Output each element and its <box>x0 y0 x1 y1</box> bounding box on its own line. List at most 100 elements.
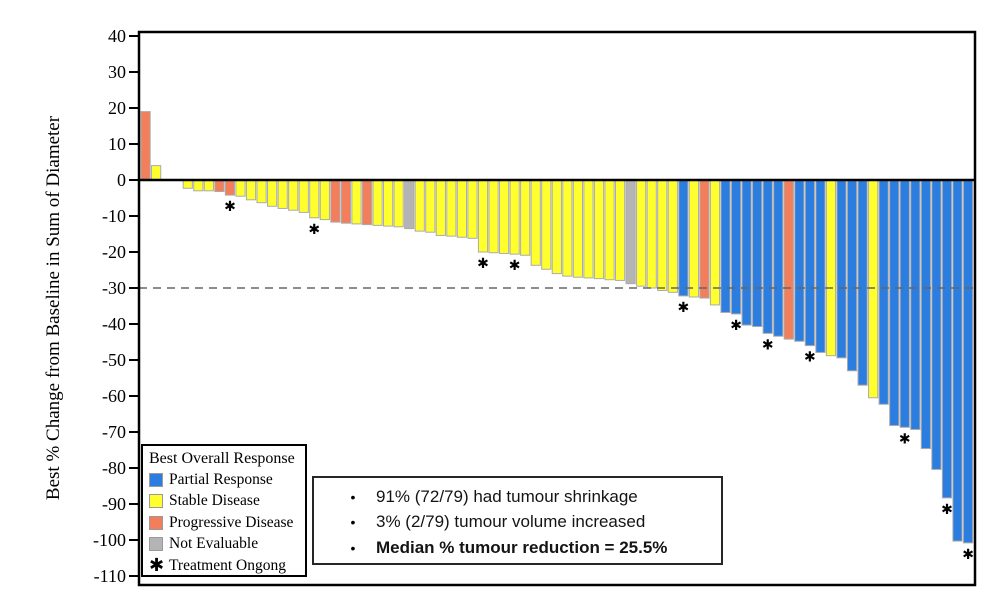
bar <box>741 179 752 326</box>
treatment-ongoing-marker: ✱ <box>730 318 742 334</box>
bar <box>488 179 499 254</box>
bar <box>414 179 425 232</box>
bar <box>752 179 763 328</box>
y-tick-label: -110 <box>94 566 126 586</box>
bar <box>340 179 352 224</box>
bar <box>499 179 510 254</box>
bar <box>868 179 879 399</box>
bar <box>941 179 953 499</box>
legend-item-partial-response: Partial Response <box>149 469 300 491</box>
treatment-ongoing-asterisk-icon: ✱ <box>149 554 165 576</box>
y-tick-label: -100 <box>93 530 126 550</box>
bar <box>530 179 541 266</box>
bar <box>678 179 689 297</box>
bar <box>277 179 288 209</box>
bar <box>688 179 699 298</box>
bar <box>762 179 773 334</box>
bar <box>899 179 910 428</box>
y-tick-label: -10 <box>102 206 126 226</box>
legend-item-stable-disease: Stable Disease <box>149 491 300 513</box>
bar <box>646 179 657 289</box>
bar <box>245 179 257 201</box>
treatment-ongoing-marker: ✱ <box>477 256 489 272</box>
bar <box>857 179 868 386</box>
annotation-text: 3% (2/79) tumour volume increased <box>376 512 646 532</box>
bullet-icon: • <box>350 488 356 505</box>
bar <box>636 179 647 287</box>
y-tick-label: 30 <box>108 62 126 82</box>
bar <box>572 179 584 278</box>
bar <box>477 179 489 253</box>
annotation-bullet-1: • 91% (72/79) had tumour shrinkage <box>314 484 721 510</box>
bullet-icon: • <box>350 539 356 556</box>
y-tick-label: 10 <box>108 134 126 154</box>
annotation-text: Median % tumour reduction = 25.5% <box>376 537 668 557</box>
treatment-ongoing-marker: ✱ <box>224 199 236 215</box>
annotation-text: 91% (72/79) had tumour shrinkage <box>376 486 638 506</box>
bar <box>509 179 520 255</box>
treatment-ongoing-marker: ✱ <box>962 547 974 563</box>
bar <box>804 179 815 347</box>
bar <box>151 165 162 181</box>
bar <box>351 179 362 225</box>
bar <box>182 179 193 189</box>
bar <box>720 179 731 313</box>
y-tick-label: -30 <box>102 278 126 298</box>
not-evaluable-swatch <box>149 537 163 552</box>
bar <box>604 179 615 281</box>
annotation-bullet-2: • 3% (2/79) tumour volume increased <box>314 510 721 536</box>
y-tick-label: -60 <box>102 386 126 406</box>
bar <box>562 179 573 277</box>
legend: Best Overall Response Partial Response S… <box>141 444 307 577</box>
y-tick-label: 20 <box>108 98 126 118</box>
bar <box>224 179 236 196</box>
bar <box>140 111 151 181</box>
treatment-ongoing-marker: ✱ <box>941 502 953 518</box>
plot-frame <box>137 30 977 587</box>
y-tick-label: -50 <box>102 350 126 370</box>
legend-title: Best Overall Response <box>149 450 295 467</box>
bar <box>783 179 794 340</box>
bar <box>372 179 383 226</box>
bar <box>931 179 942 470</box>
treatment-ongoing-marker: ✱ <box>678 300 690 316</box>
bar <box>699 179 710 299</box>
bar <box>952 179 963 542</box>
y-tick-label: -20 <box>102 242 126 262</box>
bar <box>773 179 784 337</box>
bar <box>214 179 225 193</box>
bar <box>889 179 900 427</box>
bar <box>288 179 299 211</box>
bar <box>614 179 626 281</box>
legend-item-progressive-disease: Progressive Disease <box>149 512 300 534</box>
legend-item-treatment-ongoing: ✱ Treatment Ongong <box>149 555 300 577</box>
bar <box>425 179 436 233</box>
bar <box>456 179 468 238</box>
bar <box>404 179 415 230</box>
legend-item-label: Stable Disease <box>169 492 260 510</box>
bar <box>330 179 341 223</box>
bar <box>435 179 446 236</box>
bar <box>541 179 552 270</box>
bar <box>393 179 404 228</box>
bar <box>878 179 889 405</box>
treatment-ongoing-marker: ✱ <box>762 337 774 353</box>
y-tick-label: -90 <box>102 494 126 514</box>
bar <box>520 179 531 256</box>
treatment-ongoing-marker: ✱ <box>899 431 911 447</box>
bar <box>256 179 267 204</box>
bar <box>730 179 742 315</box>
bar <box>910 179 921 430</box>
y-tick-label: 40 <box>108 26 126 46</box>
partial-response-swatch <box>149 472 163 487</box>
bar <box>815 179 826 353</box>
bar <box>309 179 320 219</box>
bar <box>836 179 847 359</box>
bar <box>709 179 721 306</box>
stable-disease-swatch <box>149 494 163 509</box>
bar <box>920 179 931 450</box>
bar <box>467 179 478 239</box>
bar <box>319 179 330 221</box>
